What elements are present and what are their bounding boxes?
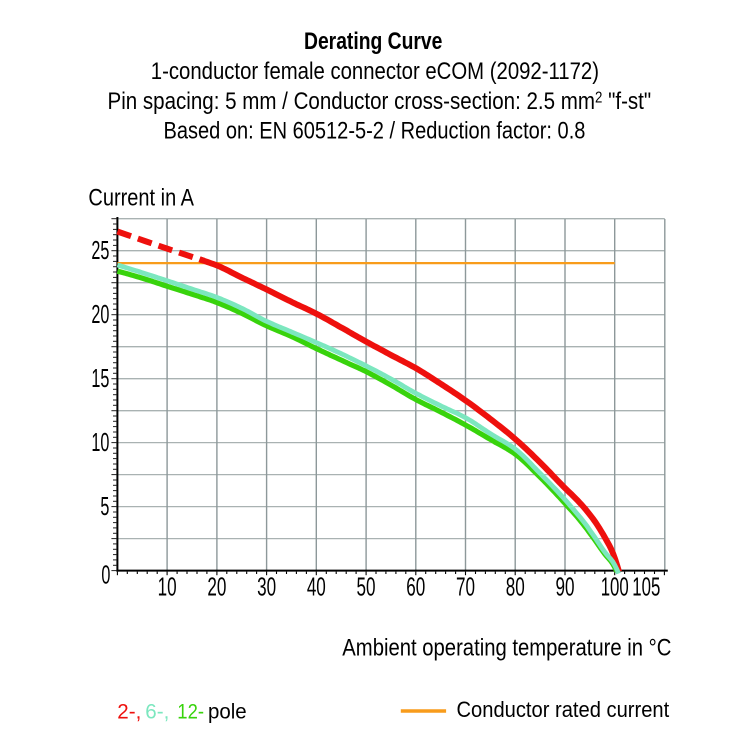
- svg-text:6-,: 6-,: [145, 699, 169, 723]
- svg-text:80: 80: [506, 573, 525, 601]
- svg-text:40: 40: [307, 573, 326, 601]
- svg-text:20: 20: [91, 301, 109, 329]
- svg-text:2-,: 2-,: [117, 699, 141, 723]
- svg-text:1-conductor female connector e: 1-conductor female connector eCOM (2092-…: [151, 58, 599, 85]
- svg-text:90: 90: [555, 573, 574, 601]
- svg-text:105: 105: [632, 573, 660, 601]
- svg-text:10: 10: [158, 573, 177, 601]
- svg-text:30: 30: [257, 573, 276, 601]
- svg-text:Pin spacing: 5 mm / Conductor: Pin spacing: 5 mm / Conductor cross-sect…: [108, 88, 652, 115]
- svg-text:Ambient operating temperature: Ambient operating temperature in °C: [342, 634, 671, 661]
- svg-text:70: 70: [456, 573, 475, 601]
- svg-text:12-: 12-: [177, 699, 204, 723]
- svg-text:Current in A: Current in A: [88, 184, 194, 211]
- svg-text:0: 0: [101, 562, 110, 590]
- svg-text:60: 60: [406, 573, 425, 601]
- svg-text:Based on: EN 60512-5-2 / Reduc: Based on: EN 60512-5-2 / Reduction facto…: [164, 118, 586, 145]
- svg-text:Conductor rated current: Conductor rated current: [457, 697, 670, 722]
- svg-text:10: 10: [91, 429, 109, 457]
- svg-text:20: 20: [207, 573, 226, 601]
- svg-text:pole: pole: [208, 699, 247, 723]
- svg-text:100: 100: [601, 573, 629, 601]
- svg-text:5: 5: [100, 493, 109, 521]
- svg-text:25: 25: [91, 237, 109, 265]
- svg-text:Derating Curve: Derating Curve: [304, 28, 442, 55]
- svg-text:50: 50: [357, 573, 376, 601]
- svg-text:15: 15: [91, 365, 109, 393]
